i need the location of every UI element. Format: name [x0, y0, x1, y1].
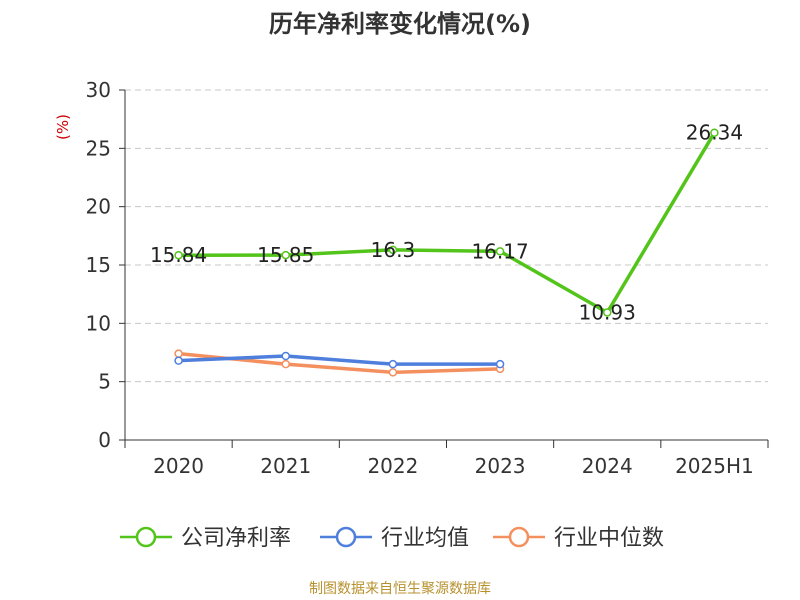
y-tick-label: 0: [98, 428, 111, 452]
legend-marker: [508, 526, 530, 548]
data-point: [281, 359, 290, 369]
data-point: [388, 245, 398, 255]
legend-item[interactable]: 公司净利率: [120, 526, 291, 551]
legend-label: 行业中位数: [554, 526, 664, 551]
series-lines: [174, 128, 719, 377]
y-tick-label: 30: [86, 78, 111, 102]
data-point: [281, 351, 290, 361]
legend-marker: [335, 526, 357, 548]
data-point: [281, 250, 290, 260]
grid-lines: [125, 89, 768, 383]
y-tick-label: 5: [98, 370, 111, 394]
data-label: 15.84: [150, 243, 207, 267]
x-tick-label: 2024: [582, 454, 633, 478]
legend-item[interactable]: 行业均值: [320, 526, 469, 551]
data-point: [710, 128, 719, 137]
data-point: [603, 308, 612, 317]
data-label: 16.17: [471, 239, 528, 263]
series-line-company: [176, 130, 717, 315]
x-tick-label: 2023: [475, 454, 526, 478]
y-tick-label: 20: [86, 195, 111, 219]
x-tick-label: 2025H1: [675, 454, 754, 478]
legend-marker: [135, 526, 157, 548]
y-tick-label: 15: [86, 253, 111, 277]
x-tick-label: 2021: [260, 454, 311, 478]
data-point: [174, 250, 183, 260]
data-labels: 15.84 15.85 16.3 16.17 10.93 26.34: [150, 121, 743, 325]
data-point: [174, 356, 183, 365]
data-point: [174, 349, 183, 358]
data-label: 10.93: [579, 300, 636, 324]
x-tick-label: 2020: [153, 454, 204, 478]
data-point: [495, 359, 505, 369]
legend-label: 行业均值: [381, 526, 469, 551]
data-label: 15.85: [257, 243, 314, 267]
legend-label: 公司净利率: [181, 526, 291, 551]
series-line-industry-average: [176, 354, 502, 366]
y-tick-label: 25: [86, 136, 111, 160]
y-tick-label: 10: [86, 311, 111, 335]
data-point: [495, 247, 505, 256]
axes: 0 5 10 15 20 25 30 2020 2021 2022 2023 2024 2025H1: [86, 78, 769, 478]
legend: 公司净利率 行业均值 行业中位数: [120, 526, 664, 551]
chart-title: 历年净利率变化情况(%): [269, 10, 531, 38]
x-tick-label: 2022: [367, 454, 418, 478]
data-point: [388, 368, 398, 377]
data-point: [388, 359, 398, 369]
legend-item[interactable]: 行业中位数: [493, 526, 664, 551]
data-label: 26.34: [686, 121, 743, 145]
y-axis-label: (%): [54, 114, 72, 140]
source-note: 制图数据来自恒生聚源数据库: [309, 581, 491, 597]
data-label: 16.3: [371, 238, 416, 262]
